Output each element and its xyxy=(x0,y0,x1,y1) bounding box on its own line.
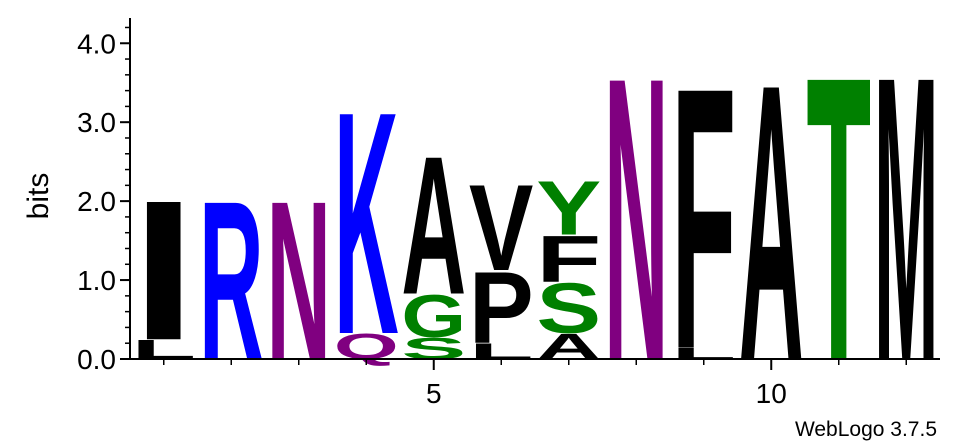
logo-letter-y: Y xyxy=(536,165,601,251)
logo-letter-i: I xyxy=(131,159,196,382)
x-tick-label: 10 xyxy=(756,378,787,409)
y-tick-label: 4.0 xyxy=(77,28,116,59)
logo-letter-s: S xyxy=(536,269,601,348)
y-tick-label: 0.0 xyxy=(77,344,116,375)
logo-letter-r: R xyxy=(199,154,264,408)
y-axis-ticks: 0.0 1.0 2.0 3.0 4.0 xyxy=(77,26,130,375)
x-axis-ticks: 5 10 xyxy=(163,359,907,409)
logo-letter-k: K xyxy=(334,46,399,401)
chart-axes: 0.0 1.0 2.0 3.0 4.0 5 10 xyxy=(77,18,940,409)
logo-letter-f: F xyxy=(536,222,601,296)
weblogo-credit: WebLogo 3.7.5 xyxy=(795,418,937,441)
logo-letter-n: N xyxy=(266,154,331,408)
logo-letter-m: M xyxy=(874,0,939,444)
logo-letter-t: T xyxy=(806,0,871,444)
logo-letter-a: A xyxy=(739,2,804,443)
logo-letter-n: N xyxy=(604,0,669,444)
logo-letter-v: V xyxy=(469,160,534,297)
x-tick-label: 5 xyxy=(426,378,442,409)
logo-letter-p: P xyxy=(469,252,534,366)
y-axis-label: bits xyxy=(22,173,55,220)
y-tick-label: 2.0 xyxy=(77,186,116,217)
logo-letter-g: G xyxy=(401,283,466,350)
y-tick-label: 3.0 xyxy=(77,107,116,138)
logo-letter-a: A xyxy=(401,116,466,336)
y-tick-label: 1.0 xyxy=(77,265,116,296)
